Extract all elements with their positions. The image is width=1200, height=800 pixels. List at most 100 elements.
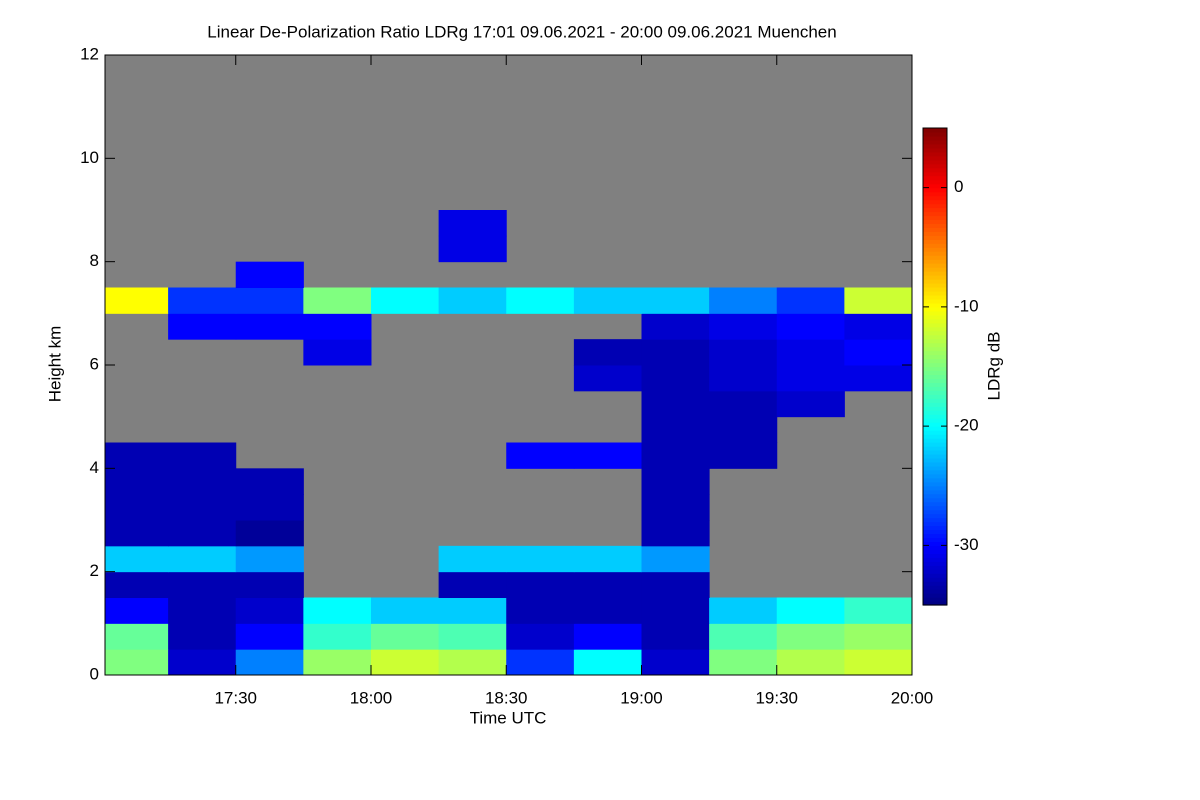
colorbar-swatch: [923, 290, 947, 296]
colorbar-swatch: [923, 306, 947, 312]
axes: 0 2 4 6 8 10 12 17:30 18:00 18:30 19:00 19:30 20:00: [80, 44, 933, 707]
heatmap-cell: [844, 339, 912, 366]
colorbar-swatch: [923, 279, 947, 284]
colorbar-swatch: [923, 569, 947, 574]
heatmap-cell: [844, 287, 912, 314]
heatmap-cell: [573, 339, 642, 366]
heatmap-cell: [438, 623, 507, 650]
colorbar-swatch: [923, 195, 947, 201]
colorbar-swatch: [923, 322, 947, 328]
chart-title: Linear De-Polarization Ratio LDRg 17:01 …: [207, 22, 836, 41]
heatmap-cell: [105, 494, 169, 521]
colorbar-swatch: [923, 394, 947, 399]
heatmap-cell: [168, 442, 237, 469]
heatmap-cell: [370, 623, 440, 650]
heatmap-cell: [105, 623, 169, 650]
heatmap-cell: [438, 287, 507, 314]
colorbar-swatch: [923, 601, 947, 606]
colorbar-swatch: [923, 477, 947, 483]
heatmap-cell: [641, 520, 710, 547]
heatmap-cell: [506, 597, 575, 624]
heatmap-cell: [641, 442, 710, 469]
colorbar-swatch: [923, 473, 947, 479]
colorbar-swatch: [923, 243, 947, 248]
colorbar-swatch: [923, 151, 947, 157]
colorbar-swatch: [923, 207, 947, 213]
colorbar-swatch: [923, 493, 947, 499]
colorbar-swatch: [923, 386, 947, 391]
heatmap-cell: [709, 339, 778, 366]
y-tick-label: 2: [90, 561, 99, 580]
colorbar-swatch: [923, 549, 947, 554]
colorbar-swatch: [923, 128, 947, 133]
y-axis-label: Height km: [45, 326, 64, 403]
heatmap-cell: [370, 287, 440, 314]
colorbar-swatch: [923, 513, 947, 519]
colorbar-swatch: [923, 267, 947, 272]
heatmap-cell: [303, 287, 372, 314]
colorbar-swatch: [923, 418, 947, 423]
colorbar-swatch: [923, 362, 947, 368]
colorbar-swatch: [923, 457, 947, 463]
heatmap-cell: [573, 597, 642, 624]
heatmap-cell: [776, 649, 845, 675]
heatmap-cell: [709, 416, 778, 443]
x-tick-label: 19:30: [755, 688, 798, 707]
colorbar-swatch: [923, 370, 947, 376]
colorbar-swatch: [923, 414, 947, 419]
heatmap-cell: [776, 365, 845, 392]
heatmap-cell: [776, 390, 845, 418]
heatmap-cell: [168, 571, 237, 598]
heatmap-cell: [844, 649, 912, 675]
colorbar-swatch: [923, 593, 947, 598]
colorbar-swatch: [923, 227, 947, 232]
heatmap-cell: [641, 339, 710, 366]
colorbar-swatch: [923, 231, 947, 236]
heatmap-cell: [105, 571, 169, 598]
colorbar-swatch: [923, 545, 947, 550]
x-tick-label: 20:00: [891, 688, 934, 707]
colorbar-swatch: [923, 577, 947, 582]
x-tick-label: 19:00: [620, 688, 663, 707]
colorbar-swatch: [923, 171, 947, 177]
heatmap-cell: [506, 442, 575, 469]
colorbar-swatch: [923, 402, 947, 407]
colorbar-swatch: [923, 585, 947, 590]
heatmap-cell: [438, 597, 507, 624]
colorbar-swatch: [923, 358, 947, 364]
colorbar-swatch: [923, 131, 947, 137]
colorbar-swatch: [923, 338, 947, 344]
y-tick-label: 10: [80, 148, 99, 167]
heatmap-cell: [235, 287, 304, 314]
colorbar-swatch: [923, 406, 947, 411]
colorbar-swatch: [923, 398, 947, 403]
plot-area: [105, 55, 912, 675]
colorbar-swatch: [923, 521, 947, 527]
heatmap-cell: [573, 365, 642, 392]
colorbar-swatch: [923, 203, 947, 209]
heatmap-cell: [168, 623, 237, 650]
colorbar-swatch: [923, 298, 947, 304]
colorbar-swatch: [923, 557, 947, 562]
heatmap-cell: [235, 520, 304, 547]
heatmap-cell: [709, 390, 778, 418]
colorbar-swatch: [923, 159, 947, 165]
heatmap-cell: [709, 623, 778, 650]
heatmap-cell: [641, 623, 710, 650]
heatmap-cell: [641, 313, 710, 340]
colorbar-swatch: [923, 302, 947, 308]
colorbar-swatch: [923, 239, 947, 244]
heatmap-cell: [573, 649, 642, 675]
heatmap-cell: [168, 520, 237, 547]
colorbar-swatch: [923, 378, 947, 383]
heatmap-cell: [641, 287, 710, 314]
colorbar-swatch: [923, 275, 947, 280]
heatmap-cell: [776, 287, 845, 314]
heatmap-cell: [776, 597, 845, 624]
colorbar-swatch: [923, 330, 947, 336]
heatmap-cell: [709, 287, 778, 314]
colorbar-swatch: [923, 310, 947, 316]
heatmap-cell: [709, 597, 778, 624]
heatmap-cell: [105, 287, 169, 314]
heatmap-cell: [641, 468, 710, 495]
